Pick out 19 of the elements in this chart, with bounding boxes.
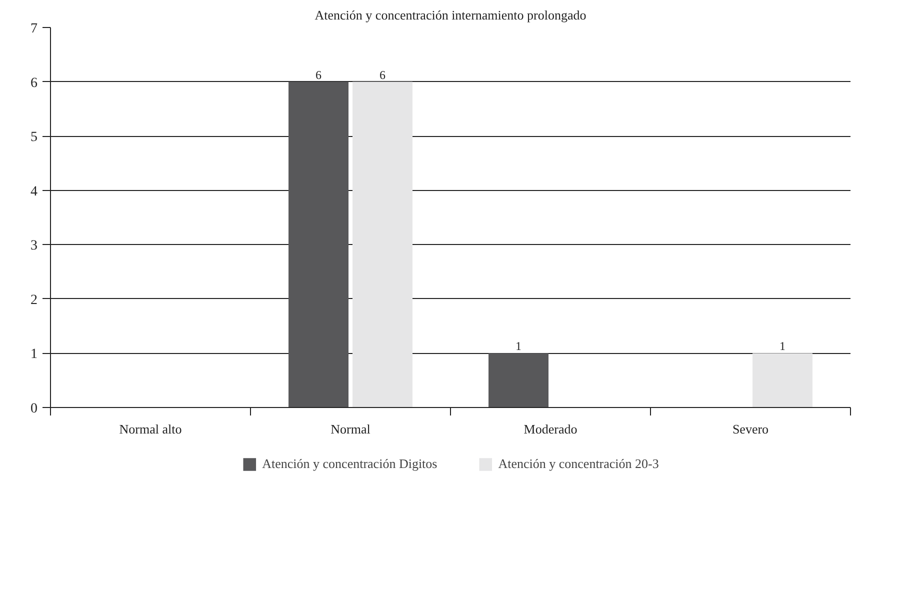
x-tick-label: Normal bbox=[330, 422, 371, 436]
y-tick-label: 0 bbox=[30, 402, 38, 416]
y-tick-label: 4 bbox=[30, 184, 38, 200]
y-tick-label: 7 bbox=[30, 22, 38, 36]
data-label: 6 bbox=[380, 68, 386, 82]
x-tick-label: Normal alto bbox=[119, 422, 182, 436]
y-tick-label: 2 bbox=[30, 292, 38, 308]
chart-title: Atención y concentración internamiento prolongado bbox=[314, 8, 586, 22]
data-label: 6 bbox=[316, 68, 322, 82]
x-tick-label: Moderado bbox=[524, 422, 578, 436]
data-label: 1 bbox=[516, 339, 522, 354]
y-tick-label: 3 bbox=[30, 238, 38, 254]
y-tick-label: 1 bbox=[30, 347, 38, 362]
y-tick-label: 6 bbox=[30, 76, 38, 91]
legend-label: Atención y concentración Digitos bbox=[262, 456, 438, 472]
data-label: 1 bbox=[780, 339, 786, 354]
y-tick-label: 5 bbox=[30, 130, 38, 146]
legend-label: Atención y concentración 20-3 bbox=[498, 456, 659, 472]
x-tick-label: Severo bbox=[732, 422, 769, 436]
